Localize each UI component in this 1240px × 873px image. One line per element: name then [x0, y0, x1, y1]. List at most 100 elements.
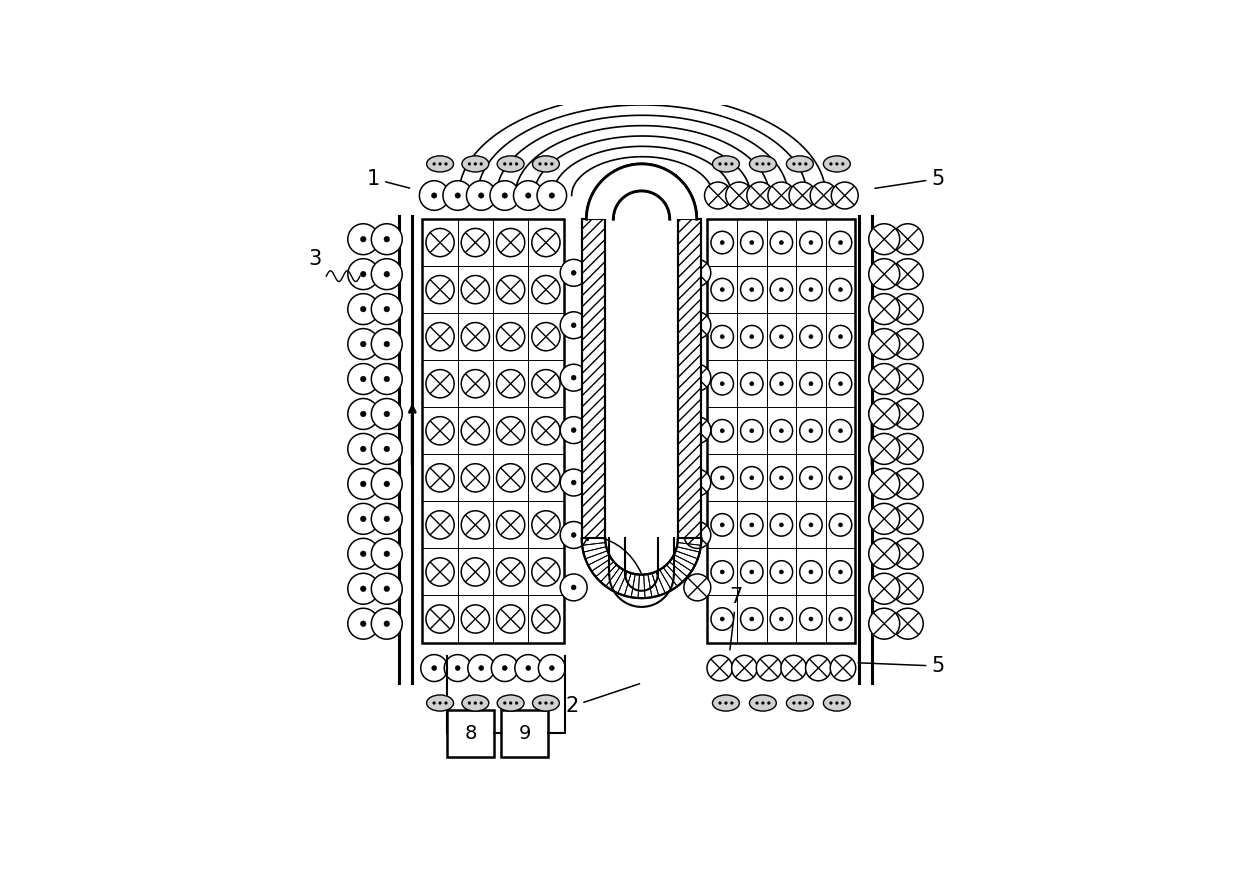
Circle shape: [792, 162, 795, 165]
Circle shape: [830, 608, 852, 630]
Circle shape: [740, 231, 763, 254]
Circle shape: [755, 702, 759, 705]
Circle shape: [510, 702, 512, 705]
Circle shape: [425, 276, 454, 304]
Circle shape: [347, 398, 378, 430]
Circle shape: [838, 476, 842, 480]
Circle shape: [371, 328, 402, 360]
Circle shape: [808, 617, 813, 621]
Circle shape: [830, 278, 852, 301]
Circle shape: [479, 665, 484, 670]
Ellipse shape: [749, 695, 776, 711]
Circle shape: [720, 287, 724, 292]
Circle shape: [419, 181, 449, 210]
Text: 1: 1: [367, 168, 409, 189]
Circle shape: [720, 382, 724, 386]
Circle shape: [384, 621, 389, 627]
Circle shape: [537, 181, 567, 210]
Bar: [708, 219, 856, 643]
Circle shape: [496, 369, 525, 398]
Circle shape: [725, 182, 753, 209]
Text: 5: 5: [875, 168, 945, 189]
Circle shape: [347, 328, 378, 360]
Text: 4: 4: [579, 525, 641, 573]
Circle shape: [730, 702, 733, 705]
Circle shape: [444, 162, 448, 165]
Circle shape: [711, 608, 733, 630]
Circle shape: [461, 322, 490, 351]
Circle shape: [532, 464, 560, 492]
Circle shape: [461, 511, 490, 539]
Circle shape: [496, 558, 525, 586]
Circle shape: [711, 326, 733, 348]
Circle shape: [761, 162, 764, 165]
Circle shape: [560, 364, 587, 391]
Circle shape: [480, 162, 482, 165]
Circle shape: [770, 373, 792, 395]
Circle shape: [830, 373, 852, 395]
Circle shape: [455, 665, 460, 670]
Circle shape: [371, 574, 402, 604]
Circle shape: [893, 608, 924, 639]
Circle shape: [750, 382, 754, 386]
Circle shape: [869, 258, 900, 290]
Circle shape: [347, 574, 378, 604]
Ellipse shape: [427, 695, 454, 711]
Circle shape: [549, 665, 554, 670]
Circle shape: [551, 162, 553, 165]
Circle shape: [720, 334, 724, 339]
Circle shape: [711, 231, 733, 254]
Circle shape: [740, 466, 763, 489]
Circle shape: [718, 702, 722, 705]
Circle shape: [526, 665, 531, 670]
Circle shape: [720, 241, 724, 244]
Circle shape: [467, 655, 495, 682]
Bar: [678, 219, 702, 539]
Circle shape: [433, 162, 435, 165]
Circle shape: [371, 504, 402, 534]
Circle shape: [461, 605, 490, 633]
Ellipse shape: [713, 156, 739, 172]
Circle shape: [384, 481, 389, 486]
Circle shape: [371, 258, 402, 290]
Bar: [448, 710, 495, 757]
Circle shape: [684, 312, 711, 339]
Circle shape: [433, 702, 435, 705]
Ellipse shape: [497, 695, 525, 711]
Circle shape: [740, 560, 763, 583]
Circle shape: [466, 181, 496, 210]
Circle shape: [496, 276, 525, 304]
Circle shape: [480, 702, 482, 705]
Circle shape: [841, 162, 844, 165]
Circle shape: [560, 469, 587, 496]
Circle shape: [560, 416, 587, 443]
Circle shape: [808, 429, 813, 433]
Circle shape: [371, 608, 402, 639]
Circle shape: [780, 429, 784, 433]
Circle shape: [800, 560, 822, 583]
Circle shape: [750, 523, 754, 527]
Circle shape: [347, 293, 378, 325]
Ellipse shape: [463, 695, 489, 711]
Circle shape: [704, 182, 732, 209]
Circle shape: [347, 539, 378, 569]
Circle shape: [711, 278, 733, 301]
Circle shape: [780, 334, 784, 339]
Circle shape: [361, 411, 366, 416]
Circle shape: [572, 375, 577, 380]
Circle shape: [515, 655, 542, 682]
Circle shape: [444, 655, 471, 682]
Circle shape: [830, 162, 832, 165]
Circle shape: [750, 334, 754, 339]
Circle shape: [869, 539, 900, 569]
Circle shape: [718, 162, 722, 165]
Circle shape: [479, 193, 484, 198]
Bar: [605, 219, 678, 539]
Circle shape: [800, 420, 822, 442]
Circle shape: [806, 656, 831, 681]
Circle shape: [496, 229, 525, 257]
Circle shape: [515, 162, 518, 165]
Ellipse shape: [749, 156, 776, 172]
Circle shape: [425, 605, 454, 633]
Circle shape: [684, 364, 711, 391]
